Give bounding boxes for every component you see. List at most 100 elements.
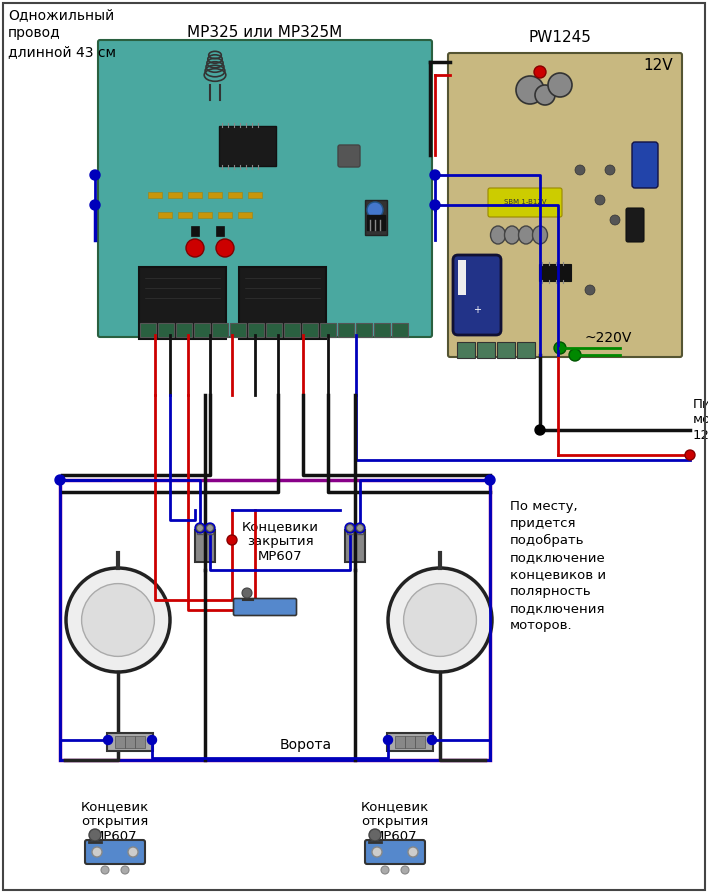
Bar bbox=[266, 323, 282, 337]
FancyBboxPatch shape bbox=[539, 264, 571, 281]
Ellipse shape bbox=[532, 226, 547, 244]
Bar bbox=[405, 736, 415, 748]
Bar bbox=[356, 323, 372, 337]
Circle shape bbox=[90, 170, 100, 180]
Circle shape bbox=[428, 736, 437, 745]
Bar bbox=[148, 192, 162, 198]
FancyBboxPatch shape bbox=[387, 733, 433, 751]
Circle shape bbox=[121, 866, 129, 874]
Circle shape bbox=[346, 524, 353, 531]
Bar bbox=[188, 192, 202, 198]
Circle shape bbox=[430, 170, 440, 180]
Circle shape bbox=[485, 475, 495, 485]
Bar bbox=[238, 212, 252, 218]
FancyBboxPatch shape bbox=[234, 598, 297, 615]
Bar bbox=[357, 526, 363, 534]
Bar bbox=[392, 323, 408, 337]
Bar bbox=[197, 526, 203, 534]
Text: Концевик
открытия
МР607: Концевик открытия МР607 bbox=[81, 800, 149, 843]
Circle shape bbox=[147, 736, 156, 745]
Circle shape bbox=[367, 202, 383, 218]
FancyBboxPatch shape bbox=[626, 208, 644, 242]
Text: Концевики
закрытия
МР607: Концевики закрытия МР607 bbox=[241, 520, 319, 563]
Circle shape bbox=[569, 349, 581, 361]
Circle shape bbox=[585, 285, 595, 295]
FancyBboxPatch shape bbox=[517, 342, 535, 358]
Bar bbox=[135, 736, 145, 748]
Circle shape bbox=[535, 425, 545, 435]
FancyBboxPatch shape bbox=[488, 188, 562, 217]
Circle shape bbox=[388, 568, 492, 672]
Bar bbox=[345, 530, 365, 562]
Circle shape bbox=[216, 239, 234, 257]
Circle shape bbox=[534, 66, 546, 78]
Bar bbox=[216, 226, 224, 236]
Bar bbox=[302, 323, 318, 337]
Bar bbox=[230, 323, 246, 337]
Text: Ворота: Ворота bbox=[280, 738, 332, 752]
Circle shape bbox=[90, 200, 100, 210]
Bar bbox=[347, 526, 353, 534]
Circle shape bbox=[548, 73, 572, 97]
FancyBboxPatch shape bbox=[139, 267, 226, 339]
Circle shape bbox=[372, 847, 382, 857]
Circle shape bbox=[535, 85, 555, 105]
Circle shape bbox=[401, 866, 409, 874]
Bar bbox=[218, 212, 232, 218]
Bar bbox=[176, 323, 192, 337]
Bar bbox=[195, 530, 215, 562]
Circle shape bbox=[186, 239, 204, 257]
FancyBboxPatch shape bbox=[98, 40, 432, 337]
Bar bbox=[248, 323, 264, 337]
Bar bbox=[415, 736, 425, 748]
Bar bbox=[207, 526, 213, 534]
Circle shape bbox=[685, 450, 695, 460]
Circle shape bbox=[101, 866, 109, 874]
Bar bbox=[198, 212, 212, 218]
Bar bbox=[115, 736, 125, 748]
Bar bbox=[158, 323, 174, 337]
Bar bbox=[60, 480, 490, 760]
Text: PW1245: PW1245 bbox=[529, 30, 591, 45]
Circle shape bbox=[605, 165, 615, 175]
Ellipse shape bbox=[505, 226, 520, 244]
Text: Мотор: Мотор bbox=[417, 613, 463, 627]
Bar bbox=[458, 260, 466, 295]
Ellipse shape bbox=[518, 226, 534, 244]
FancyBboxPatch shape bbox=[453, 255, 501, 335]
Circle shape bbox=[430, 200, 440, 210]
Bar bbox=[395, 736, 405, 748]
Circle shape bbox=[227, 535, 237, 545]
FancyBboxPatch shape bbox=[477, 342, 495, 358]
Bar bbox=[191, 226, 199, 236]
Circle shape bbox=[595, 195, 605, 205]
Text: Концевик
открытия
МР607: Концевик открытия МР607 bbox=[361, 800, 429, 843]
Bar bbox=[212, 323, 228, 337]
Circle shape bbox=[384, 736, 392, 745]
FancyBboxPatch shape bbox=[457, 342, 475, 358]
Circle shape bbox=[195, 523, 205, 533]
Circle shape bbox=[92, 847, 102, 857]
Bar bbox=[365, 200, 387, 235]
Bar bbox=[178, 212, 192, 218]
Text: По месту,
придется
подобрать
подключение
концевиков и
полярность
подключения
мот: По месту, придется подобрать подключение… bbox=[510, 500, 606, 632]
FancyBboxPatch shape bbox=[365, 840, 425, 864]
Text: SBM 1-B12V: SBM 1-B12V bbox=[504, 199, 547, 205]
Ellipse shape bbox=[491, 226, 506, 244]
Circle shape bbox=[345, 523, 355, 533]
Circle shape bbox=[103, 736, 113, 745]
Bar bbox=[374, 323, 390, 337]
Bar bbox=[208, 192, 222, 198]
Bar bbox=[367, 215, 385, 230]
FancyBboxPatch shape bbox=[338, 145, 360, 167]
Circle shape bbox=[81, 584, 154, 656]
Bar bbox=[158, 212, 172, 218]
Circle shape bbox=[355, 523, 365, 533]
Bar bbox=[125, 736, 135, 748]
Bar bbox=[284, 323, 300, 337]
FancyBboxPatch shape bbox=[85, 840, 145, 864]
Circle shape bbox=[205, 523, 215, 533]
FancyBboxPatch shape bbox=[448, 53, 682, 357]
Bar bbox=[228, 192, 242, 198]
Circle shape bbox=[357, 524, 363, 531]
